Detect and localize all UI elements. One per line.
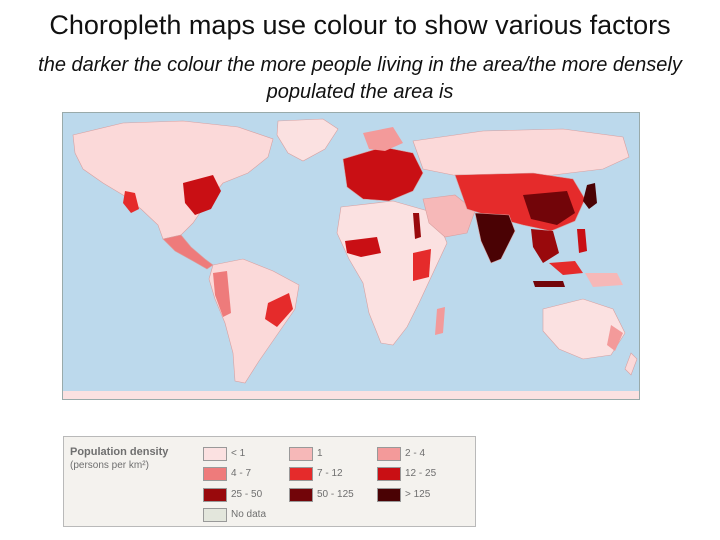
legend-swatch [289,488,313,502]
legend-item: 12 - 25 [377,467,477,481]
legend-title: Population density [70,446,169,458]
legend-label: 7 - 12 [317,468,343,479]
nile-valley-dense [413,213,421,239]
population-density-legend: Population density (persons per km²) < 1… [63,436,476,527]
page-title: Choropleth maps use colour to show vario… [49,10,671,40]
page-subtitle: the darker the colour the more people li… [38,54,682,103]
legend-item: 7 - 12 [289,467,389,481]
north-asia [412,128,630,178]
philippines [577,229,587,253]
legend-item: 25 - 50 [203,488,303,502]
southeast-asia [531,229,559,263]
south-america [208,258,300,384]
legend-swatch [203,467,227,481]
new-guinea [585,273,623,287]
australia-east-coast [607,325,623,351]
west-coast-dense [123,191,139,213]
west-africa-dense [345,237,381,257]
china-dense [523,191,575,225]
legend-swatch [289,447,313,461]
legend-item: No data [203,508,303,522]
legend-swatch [289,467,313,481]
madagascar [435,307,445,335]
world-population-density-map [62,112,640,400]
legend-swatch [203,508,227,522]
legend-label: No data [231,509,267,520]
legend-label: 50 - 125 [317,489,354,500]
central-america [162,234,214,270]
legend-item: 1 [289,447,389,461]
legend-label: 2 - 4 [405,448,426,459]
new-zealand [624,352,638,376]
australia [542,298,626,360]
legend-item: 2 - 4 [377,447,477,461]
legend-item: 50 - 125 [289,488,389,502]
east-africa-dense [413,249,431,281]
scandinavia [363,127,403,151]
legend-label: > 125 [405,489,431,500]
indonesia-islands [549,261,583,275]
legend-swatch [377,488,401,502]
legend-swatch [203,447,227,461]
legend-unit: (persons per km²) [70,460,149,471]
greenland [276,118,339,162]
andes-dense [213,271,231,317]
north-america [72,120,274,240]
indonesia-java [533,281,565,287]
legend-label: < 1 [231,448,246,459]
legend-swatch [377,447,401,461]
india [474,212,516,264]
legend-label: 12 - 25 [405,468,437,479]
middle-east [422,194,476,238]
japan [583,183,597,209]
legend-swatch [377,467,401,481]
legend-item: < 1 [203,447,303,461]
legend-label: 1 [317,448,323,459]
south-america-coast-dense [265,293,293,327]
legend-item: 4 - 7 [203,467,303,481]
europe [342,146,424,202]
map-canvas [63,118,639,399]
legend-swatch [203,488,227,502]
legend-item: > 125 [377,488,477,502]
legend-label: 25 - 50 [231,489,263,500]
legend-label: 4 - 7 [231,468,252,479]
eastern-usa-dense [183,175,221,215]
antarctica [63,391,639,399]
